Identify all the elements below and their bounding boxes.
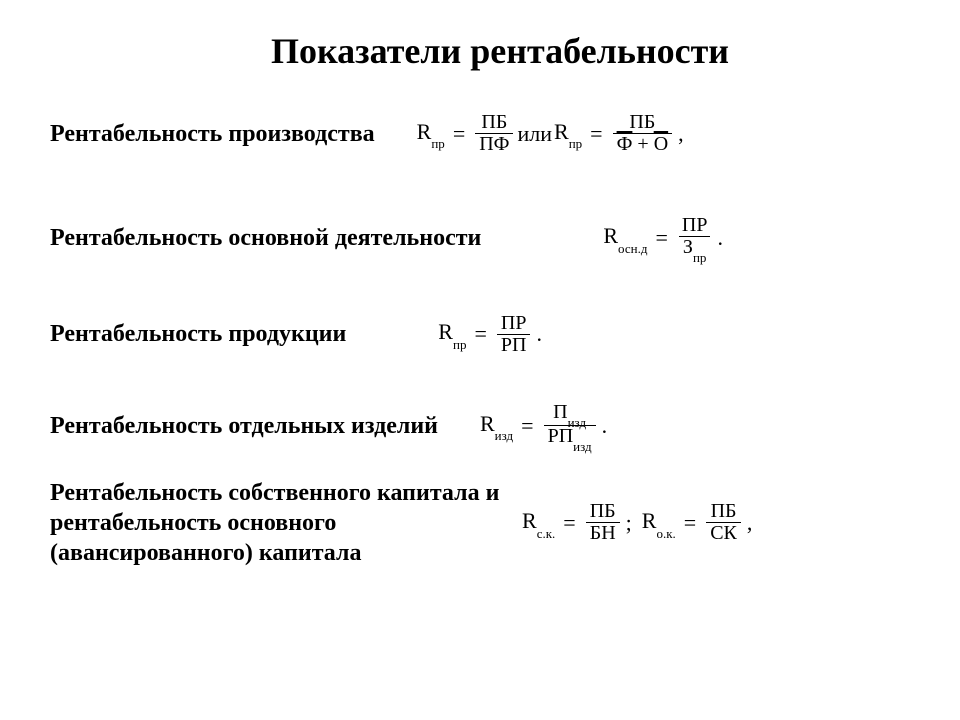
formula: Rс.к.=ПББН;Rо.к.=ПБСК, <box>520 501 752 544</box>
row-4: Рентабельность отдельных изделий Rизд=Пиз… <box>50 402 930 450</box>
formula-area: Rпр=ПБПФ или Rпр=ПБФ + О, <box>375 112 930 155</box>
row-2: Рентабельность основной деятельности Rосн… <box>50 215 930 261</box>
rows-container: Рентабельность производства Rпр=ПБПФ или … <box>50 112 930 568</box>
row-1: Рентабельность производства Rпр=ПБПФ или … <box>50 112 930 155</box>
formula-area: Rпр=ПРРП. <box>346 313 930 356</box>
formula: Rосн.д=ПРЗпр. <box>601 215 723 261</box>
formula: Rизд=ПиздРПизд. <box>478 402 607 450</box>
row-label: Рентабельность собственного капитала и р… <box>50 478 510 568</box>
row-label: Рентабельность продукции <box>50 319 346 349</box>
page: Показатели рентабельности Рентабельность… <box>0 0 960 720</box>
page-title: Показатели рентабельности <box>150 30 850 72</box>
formula-area: Rизд=ПиздРПизд. <box>438 402 930 450</box>
formula: Rпр=ПРРП. <box>436 313 542 356</box>
row-3: Рентабельность продукции Rпр=ПРРП. <box>50 313 930 356</box>
row-label: Рентабельность производства <box>50 119 375 149</box>
formula-area: Rосн.д=ПРЗпр. <box>481 215 930 261</box>
row-5: Рентабельность собственного капитала и р… <box>50 478 930 568</box>
formula-area: Rс.к.=ПББН;Rо.к.=ПБСК, <box>510 501 930 544</box>
row-label: Рентабельность отдельных изделий <box>50 411 438 441</box>
formula: Rпр=ПБПФ или Rпр=ПБФ + О, <box>415 112 684 155</box>
row-label: Рентабельность основной деятельности <box>50 223 481 253</box>
